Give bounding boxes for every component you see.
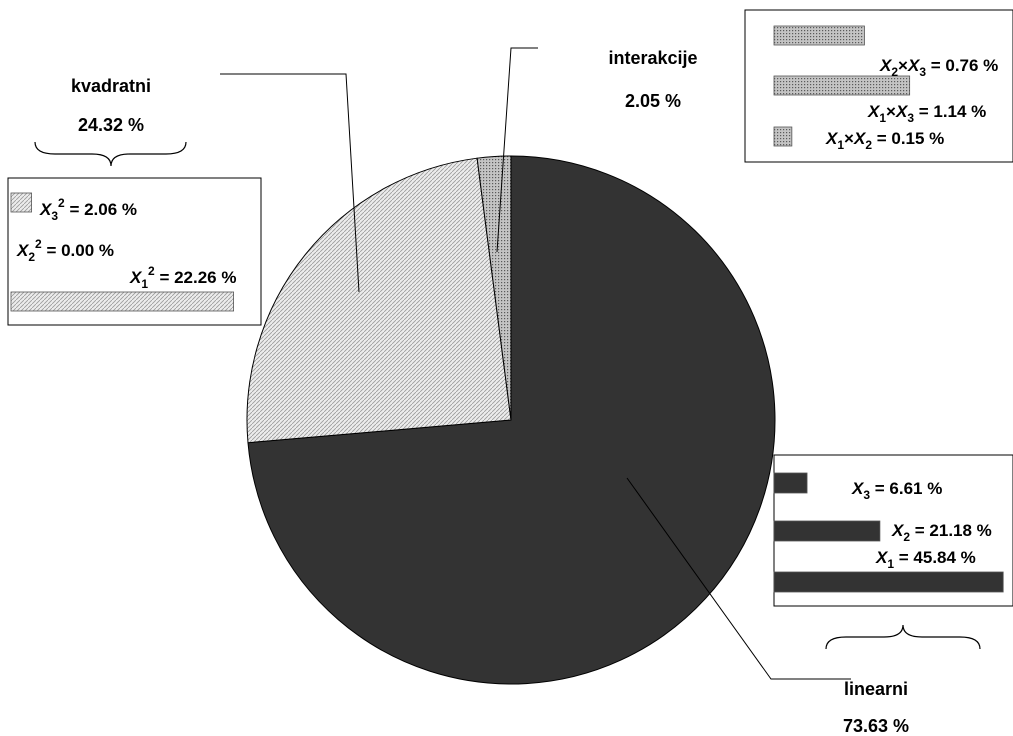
pie <box>246 155 776 685</box>
bars-linearni <box>773 472 1004 593</box>
bar-label-x2: X2 = 21.18 % <box>891 521 992 544</box>
category-label-kvadratni: kvadratni <box>71 76 151 96</box>
bar-label-x1x3: X1×X3 = 1.14 % <box>867 102 986 125</box>
interakcije-bar-1 <box>773 75 911 96</box>
interakcije-bar-0 <box>773 25 865 46</box>
bars-kvadratni <box>10 192 235 312</box>
brace-kvadratni <box>34 141 187 167</box>
interakcije-bar-2 <box>773 126 793 147</box>
kvadratni-bar-2 <box>10 291 235 312</box>
linearni-bar-1 <box>773 520 881 542</box>
category-label-linearni: linearni <box>844 679 908 699</box>
leader-line-kvadratni <box>220 73 360 293</box>
brace-linearni <box>825 624 981 650</box>
value-label-linearni: 73.63 % <box>843 716 909 736</box>
value-label-interakcije: 2.05 % <box>625 91 681 111</box>
linearni-bar-0 <box>773 472 808 494</box>
leader-line-interakcije <box>496 47 538 253</box>
bar-label-x1: X1 = 45.84 % <box>875 548 976 571</box>
category-label-interakcije: interakcije <box>608 48 697 68</box>
bar-label-x2x3: X2×X3 = 0.76 % <box>879 56 998 79</box>
bar-label-x1x2: X1×X2 = 0.15 % <box>825 129 944 152</box>
bar-label-x2-squared: X22 = 0.00 % <box>16 237 114 264</box>
slice-interakcije <box>476 155 512 421</box>
bar-label-x3-squared: X32 = 2.06 % <box>39 196 137 223</box>
slice-kvadratni <box>246 157 512 444</box>
bar-label-x3: X3 = 6.61 % <box>851 479 942 502</box>
leader-line-linearni <box>626 477 851 680</box>
linearni-bar-2 <box>773 571 1004 593</box>
bar-label-x1-squared: X12 = 22.26 % <box>129 264 236 291</box>
value-label-kvadratni: 24.32 % <box>78 115 144 135</box>
bars-interakcije <box>773 25 911 147</box>
kvadratni-bar-0 <box>10 192 33 213</box>
